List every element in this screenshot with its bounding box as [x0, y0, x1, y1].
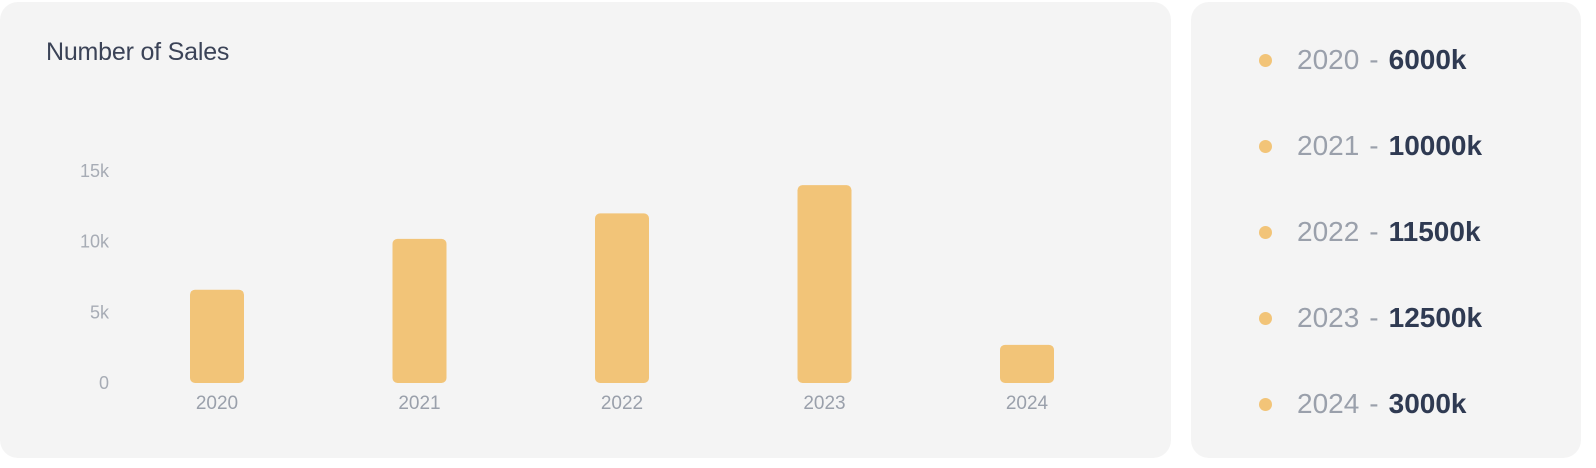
legend-value: 6000k [1388, 44, 1467, 75]
legend-dot-icon [1259, 225, 1272, 239]
legend-value: 10000k [1388, 130, 1483, 161]
legend-year: 2021 [1297, 130, 1360, 161]
legend-separator: - [1369, 130, 1379, 161]
legend-item-2021: 2021 - 10000k [1259, 126, 1482, 166]
legend-separator: - [1369, 302, 1379, 333]
sales-legend: 2020 - 6000k 2021 - 10000k 2022 - 11500k… [1191, 2, 1581, 458]
y-tick-label: 10k [80, 232, 110, 252]
legend-separator: - [1369, 44, 1379, 75]
legend-year: 2023 [1297, 302, 1360, 333]
x-axis: 2020 2021 2022 2023 2024 [196, 393, 1049, 414]
y-tick-label: 5k [90, 302, 110, 322]
legend-year: 2024 [1297, 388, 1360, 419]
legend-dot-icon [1259, 397, 1272, 411]
legend-dot-icon [1259, 53, 1272, 67]
legend-year: 2020 [1297, 44, 1360, 75]
x-tick-label: 2021 [398, 393, 440, 414]
legend-item-2020: 2020 - 6000k [1259, 40, 1467, 80]
legend-dot-icon [1259, 311, 1272, 325]
legend-dot-icon [1259, 139, 1272, 153]
y-tick-label: 0 [99, 373, 109, 393]
x-tick-label: 2020 [196, 393, 238, 414]
x-tick-label: 2024 [1006, 393, 1049, 414]
chart-title: Number of Sales [46, 38, 230, 66]
bar-2020 [190, 289, 244, 383]
legend-item-2024: 2024 - 3000k [1259, 384, 1467, 424]
bar-2023 [797, 185, 852, 383]
bar-2021 [392, 238, 447, 383]
bar-2022 [595, 213, 649, 383]
bar-chart: 0 5k 10k 15k 2020 2021 2022 2023 2024 [80, 161, 1054, 414]
bars-group [190, 185, 1054, 383]
legend-value: 3000k [1388, 388, 1467, 419]
sales-chart-card: Number of Sales 0 5k 10k 15k 2020 2021 2022 20… [0, 2, 1171, 458]
legend-year: 2022 [1297, 216, 1360, 247]
sales-legend-card: 2020 - 6000k 2021 - 10000k 2022 - 11500k… [1191, 2, 1581, 458]
legend-separator: - [1369, 388, 1379, 419]
y-axis: 0 5k 10k 15k [80, 161, 110, 393]
legend-value: 11500k [1388, 216, 1481, 247]
legend-separator: - [1369, 216, 1379, 247]
legend-value: 12500k [1388, 302, 1483, 333]
legend-item-2022: 2022 - 11500k [1259, 212, 1481, 252]
legend-item-2023: 2023 - 12500k [1259, 298, 1482, 338]
x-tick-label: 2023 [803, 393, 845, 414]
bar-2024 [1000, 344, 1054, 383]
y-tick-label: 15k [80, 161, 110, 181]
x-tick-label: 2022 [601, 393, 643, 414]
